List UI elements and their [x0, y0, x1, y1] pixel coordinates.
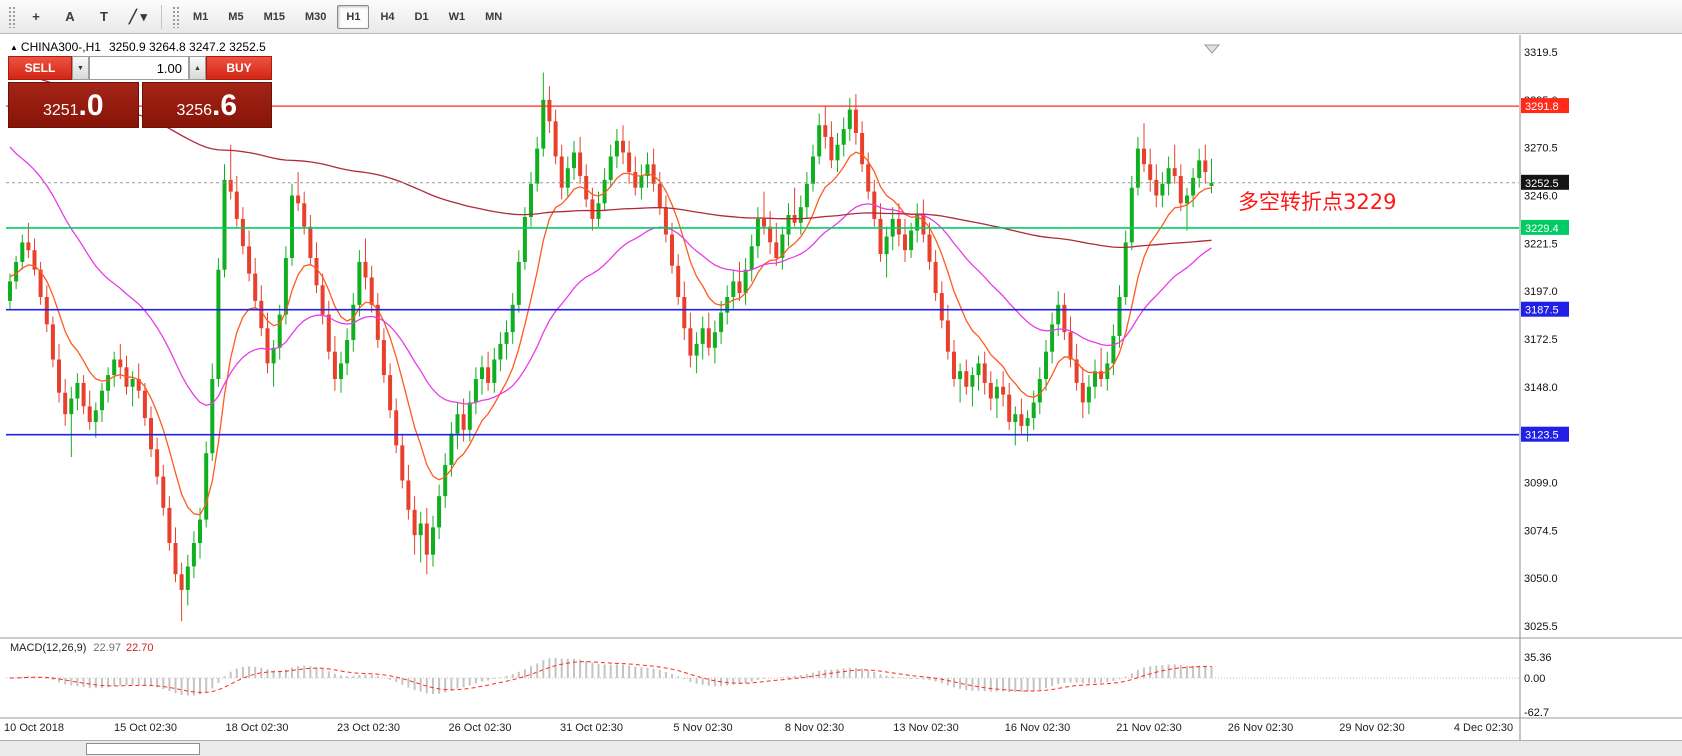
- text-label-icon[interactable]: A: [65, 8, 75, 24]
- date-label: 26 Nov 02:30: [1228, 722, 1293, 734]
- macd-signal-value: 22.70: [125, 642, 154, 654]
- mid-ma-line: [9, 146, 1212, 406]
- timeframe-h4-button[interactable]: H4: [380, 10, 395, 23]
- date-label: 5 Nov 02:30: [673, 722, 732, 734]
- price-badge: [1521, 98, 1569, 114]
- price-tick-label: 3221.5: [1524, 238, 1558, 250]
- price-badge: [1521, 426, 1569, 442]
- macd-axis-label: 0.00: [1524, 673, 1545, 685]
- toolbar: + A T ╱ ▾ M1 M5 M15 M30 H1 H4 D1 W1 MN: [0, 0, 1682, 34]
- drawing-tools-group: + A T ╱ ▾: [19, 5, 155, 29]
- collapse-triangle-icon[interactable]: ▲: [10, 43, 18, 52]
- timeframe-h1-button[interactable]: H1: [337, 4, 370, 29]
- buy-price-big-digits: .6: [212, 89, 238, 122]
- price-tick-label: 3148.0: [1524, 382, 1558, 394]
- macd-main-value: 22.97: [93, 642, 121, 654]
- line-tools-icon[interactable]: ╱ ▾: [129, 8, 147, 24]
- date-label: 18 Oct 02:30: [226, 722, 289, 734]
- date-label: 13 Nov 02:30: [893, 722, 958, 734]
- date-label: 15 Oct 02:30: [114, 722, 177, 734]
- price-badge-label: 3291.8: [1525, 101, 1559, 113]
- price-tick-label: 3050.0: [1524, 573, 1558, 585]
- date-label: 26 Oct 02:30: [449, 722, 512, 734]
- date-label: 23 Oct 02:30: [337, 722, 400, 734]
- price-badge-label: 3229.4: [1525, 223, 1559, 235]
- timeframe-m5-button[interactable]: M5: [228, 10, 244, 23]
- chart-tab[interactable]: [86, 743, 200, 755]
- price-tick-label: 3099.0: [1524, 478, 1558, 490]
- timeframe-m15-button[interactable]: M15: [263, 10, 285, 23]
- sell-price-big-digits: .0: [78, 89, 104, 122]
- price-tick-label: 3025.5: [1524, 621, 1558, 633]
- caret-up-icon: ▲: [194, 64, 201, 72]
- price-tick-label: 3074.5: [1524, 525, 1558, 537]
- chart-annotation: 多空转折点3229: [1238, 190, 1397, 214]
- ohlc-readout: 3250.9 3264.8 3247.2 3252.5: [108, 40, 266, 54]
- macd-axis-label: -62.7: [1524, 707, 1549, 719]
- timeframe-w1-button[interactable]: W1: [448, 10, 466, 23]
- fast-ma-line: [9, 151, 1212, 516]
- timeframe-m1-button[interactable]: M1: [193, 10, 209, 23]
- slow-ma-line: [9, 71, 1212, 249]
- macd-name: MACD(12,26,9): [10, 642, 87, 654]
- price-badge-label: 3123.5: [1525, 430, 1559, 442]
- price-badge-label: 3187.5: [1525, 305, 1559, 317]
- toolbar-grip-2[interactable]: [172, 5, 179, 28]
- price-badge: [1521, 301, 1569, 317]
- date-label: 4 Dec 02:30: [1454, 722, 1513, 734]
- candlesticks: [8, 72, 1214, 622]
- price-tick-label: 3319.5: [1524, 47, 1558, 59]
- date-label: 31 Oct 02:30: [560, 722, 623, 734]
- price-badge: [1521, 219, 1569, 235]
- timeframe-mn-button[interactable]: MN: [485, 10, 503, 23]
- price-tick-label: 3246.0: [1524, 191, 1558, 203]
- date-label: 21 Nov 02:30: [1116, 722, 1181, 734]
- one-click-trade-panel: SELL ▼ ▲ BUY 3251.0 3256.6: [8, 56, 272, 128]
- date-label: 8 Nov 02:30: [785, 722, 844, 734]
- macd-indicator-label: MACD(12,26,9) 22.97 22.70: [10, 642, 153, 654]
- macd-axis-label: 35.36: [1524, 652, 1552, 664]
- buy-price-tile[interactable]: 3256.6: [141, 82, 272, 128]
- timeframe-group: M1 M5 M15 M30 H1 H4 D1 W1 MN: [183, 4, 512, 29]
- symbol-title: CHINA300-,H1: [20, 40, 101, 54]
- volume-decrease-button[interactable]: ▼: [72, 56, 89, 80]
- symbol-header: ▲ CHINA300-,H1 3250.9 3264.8 3247.2 3252.5: [10, 40, 266, 54]
- price-tick-label: 3172.5: [1524, 334, 1558, 346]
- timeframe-d1-button[interactable]: D1: [414, 10, 429, 23]
- buy-button[interactable]: BUY: [206, 56, 272, 80]
- sell-price-main: 3251: [42, 102, 79, 119]
- price-tick-label: 3197.0: [1524, 286, 1558, 298]
- text-icon[interactable]: T: [100, 8, 108, 24]
- macd-signal-line: [9, 661, 1212, 693]
- buy-price-main: 3256: [176, 102, 213, 119]
- price-badge: [1521, 174, 1569, 190]
- timeframe-m30-button[interactable]: M30: [304, 10, 327, 23]
- volume-increase-button[interactable]: ▲: [189, 56, 206, 80]
- chart-tab-bar: [0, 740, 1682, 756]
- price-tick-label: 3270.5: [1524, 143, 1558, 155]
- crosshair-icon[interactable]: +: [32, 8, 40, 24]
- toolbar-grip[interactable]: [8, 5, 15, 28]
- sell-price-tile[interactable]: 3251.0: [8, 82, 139, 128]
- caret-down-icon: ▼: [77, 64, 84, 72]
- volume-input[interactable]: [89, 56, 189, 80]
- chart-shift-marker-icon: [1203, 44, 1221, 54]
- date-label: 16 Nov 02:30: [1005, 722, 1070, 734]
- sell-button[interactable]: SELL: [8, 56, 72, 80]
- price-badge-label: 3252.5: [1525, 178, 1559, 190]
- date-label: 29 Nov 02:30: [1339, 722, 1404, 734]
- toolbar-separator: [161, 4, 162, 29]
- date-label: 10 Oct 2018: [4, 722, 64, 734]
